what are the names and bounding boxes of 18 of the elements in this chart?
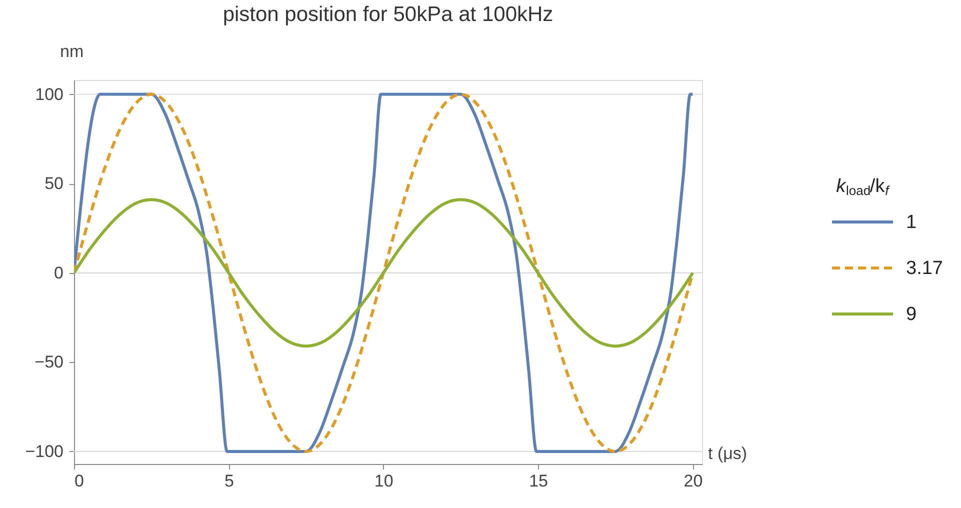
legend-label: 9 xyxy=(906,304,917,325)
y-tick-label: −100 xyxy=(25,442,64,461)
y-tick-label: 50 xyxy=(44,174,64,194)
line-series xyxy=(74,92,694,453)
legend-label: 1 xyxy=(906,212,917,233)
chart-title: piston position for 50kPa at 100kHz xyxy=(222,3,554,26)
y-tick-label: −50 xyxy=(34,352,64,372)
x-tick-label: 20 xyxy=(684,472,703,490)
line-series xyxy=(74,198,694,348)
x-tick-label: 5 xyxy=(224,472,234,490)
legend-label: 3.17 xyxy=(906,258,943,279)
y-tick-label: 0 xyxy=(54,263,64,282)
x-tick-label: 15 xyxy=(529,472,548,490)
x-tick-label: 0 xyxy=(74,472,84,490)
x-axis-title: t (μs) xyxy=(708,444,748,463)
x-tick-label: 10 xyxy=(374,472,394,490)
y-axis-title: nm xyxy=(60,42,84,61)
y-tick-label: 100 xyxy=(35,84,64,104)
